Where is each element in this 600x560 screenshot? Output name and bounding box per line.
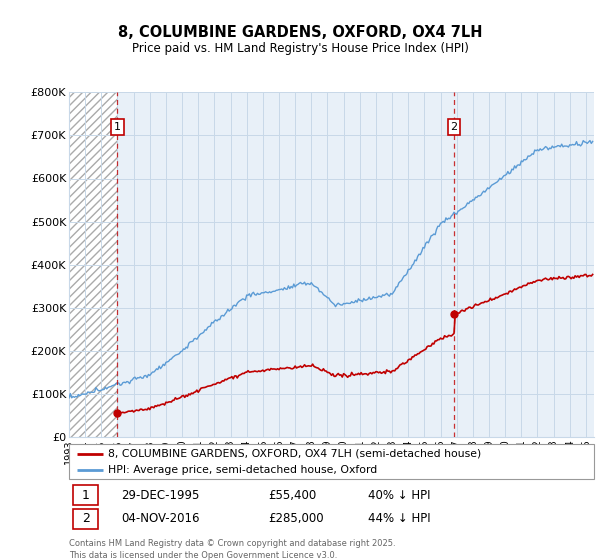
- Text: 1: 1: [114, 122, 121, 132]
- Text: 8, COLUMBINE GARDENS, OXFORD, OX4 7LH: 8, COLUMBINE GARDENS, OXFORD, OX4 7LH: [118, 25, 482, 40]
- FancyBboxPatch shape: [69, 444, 594, 479]
- Text: £285,000: £285,000: [269, 512, 324, 525]
- Text: 29-DEC-1995: 29-DEC-1995: [121, 489, 200, 502]
- Text: 1: 1: [82, 489, 90, 502]
- Text: Price paid vs. HM Land Registry's House Price Index (HPI): Price paid vs. HM Land Registry's House …: [131, 42, 469, 55]
- Text: 2: 2: [82, 512, 90, 525]
- FancyBboxPatch shape: [73, 486, 98, 505]
- Text: HPI: Average price, semi-detached house, Oxford: HPI: Average price, semi-detached house,…: [109, 465, 377, 475]
- Text: 2: 2: [451, 122, 458, 132]
- Text: 44% ↓ HPI: 44% ↓ HPI: [368, 512, 431, 525]
- FancyBboxPatch shape: [73, 509, 98, 529]
- Text: 04-NOV-2016: 04-NOV-2016: [121, 512, 200, 525]
- Text: 8, COLUMBINE GARDENS, OXFORD, OX4 7LH (semi-detached house): 8, COLUMBINE GARDENS, OXFORD, OX4 7LH (s…: [109, 449, 482, 459]
- Text: Contains HM Land Registry data © Crown copyright and database right 2025.
This d: Contains HM Land Registry data © Crown c…: [69, 539, 395, 559]
- Text: 40% ↓ HPI: 40% ↓ HPI: [368, 489, 431, 502]
- Bar: [69, 92, 117, 437]
- Text: £55,400: £55,400: [269, 489, 317, 502]
